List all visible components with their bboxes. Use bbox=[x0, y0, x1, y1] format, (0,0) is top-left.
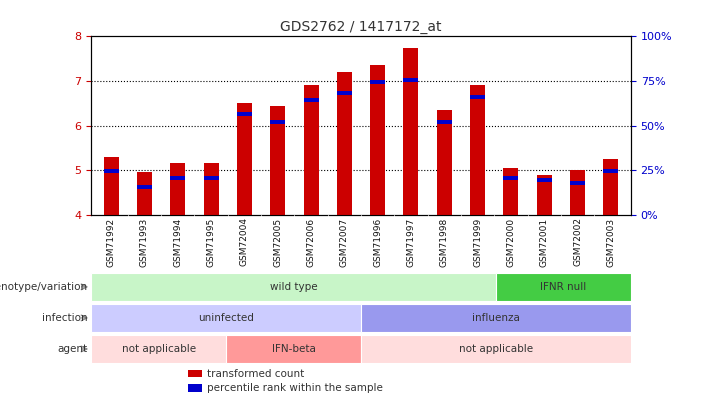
Bar bbox=[170, 176, 185, 180]
Bar bbox=[304, 85, 318, 215]
Bar bbox=[226, 335, 361, 363]
Text: GSM72004: GSM72004 bbox=[240, 217, 249, 266]
Bar bbox=[470, 85, 485, 215]
Text: GSM71999: GSM71999 bbox=[473, 217, 482, 267]
Bar bbox=[137, 185, 152, 189]
Text: GSM72002: GSM72002 bbox=[573, 217, 582, 266]
Text: GSM71995: GSM71995 bbox=[207, 217, 216, 267]
Bar bbox=[203, 176, 219, 180]
Bar bbox=[137, 173, 152, 215]
Bar bbox=[170, 163, 185, 215]
Bar bbox=[370, 80, 385, 84]
Text: wild type: wild type bbox=[270, 282, 318, 292]
Bar bbox=[203, 163, 219, 215]
Text: not applicable: not applicable bbox=[121, 344, 196, 354]
Bar bbox=[437, 110, 452, 215]
Bar bbox=[361, 304, 631, 332]
Bar bbox=[537, 178, 552, 182]
Text: GSM71998: GSM71998 bbox=[440, 217, 449, 267]
Bar bbox=[570, 170, 585, 215]
Title: GDS2762 / 1417172_at: GDS2762 / 1417172_at bbox=[280, 20, 442, 34]
Text: GSM72003: GSM72003 bbox=[606, 217, 615, 266]
Text: GSM71996: GSM71996 bbox=[373, 217, 382, 267]
Bar bbox=[404, 47, 418, 215]
Bar bbox=[337, 72, 352, 215]
Bar bbox=[237, 111, 252, 115]
Text: GSM72000: GSM72000 bbox=[506, 217, 515, 266]
Text: IFN-beta: IFN-beta bbox=[271, 344, 315, 354]
Bar bbox=[237, 103, 252, 215]
Text: infection: infection bbox=[42, 313, 88, 323]
Bar bbox=[104, 169, 118, 173]
Bar bbox=[503, 176, 519, 180]
Bar bbox=[496, 273, 631, 301]
Text: GSM72007: GSM72007 bbox=[340, 217, 349, 266]
Bar bbox=[91, 304, 361, 332]
Text: GSM71997: GSM71997 bbox=[407, 217, 416, 267]
Text: GSM71992: GSM71992 bbox=[107, 217, 116, 266]
Bar bbox=[104, 157, 118, 215]
Text: agent: agent bbox=[57, 344, 88, 354]
Bar bbox=[570, 181, 585, 185]
Text: GSM71994: GSM71994 bbox=[173, 217, 182, 266]
Bar bbox=[604, 159, 618, 215]
Bar bbox=[404, 78, 418, 82]
Text: influenza: influenza bbox=[472, 313, 520, 323]
Text: uninfected: uninfected bbox=[198, 313, 254, 323]
Bar bbox=[91, 335, 226, 363]
Bar bbox=[189, 384, 202, 392]
Text: genotype/variation: genotype/variation bbox=[0, 282, 88, 292]
Bar bbox=[361, 335, 631, 363]
Text: percentile rank within the sample: percentile rank within the sample bbox=[207, 383, 383, 393]
Bar bbox=[91, 273, 496, 301]
Bar bbox=[503, 168, 519, 215]
Bar bbox=[537, 175, 552, 215]
Bar bbox=[604, 169, 618, 173]
Bar bbox=[370, 66, 385, 215]
Bar bbox=[270, 106, 285, 215]
Text: transformed count: transformed count bbox=[207, 369, 304, 379]
Text: not applicable: not applicable bbox=[459, 344, 533, 354]
Text: IFNR null: IFNR null bbox=[540, 282, 587, 292]
Text: GSM72006: GSM72006 bbox=[306, 217, 315, 266]
Bar bbox=[304, 98, 318, 102]
Bar bbox=[337, 91, 352, 95]
Text: GSM71993: GSM71993 bbox=[140, 217, 149, 267]
Bar bbox=[470, 96, 485, 100]
Text: GSM72001: GSM72001 bbox=[540, 217, 549, 266]
Bar bbox=[437, 120, 452, 124]
Bar bbox=[189, 370, 202, 377]
Bar bbox=[270, 120, 285, 124]
Text: GSM72005: GSM72005 bbox=[273, 217, 283, 266]
